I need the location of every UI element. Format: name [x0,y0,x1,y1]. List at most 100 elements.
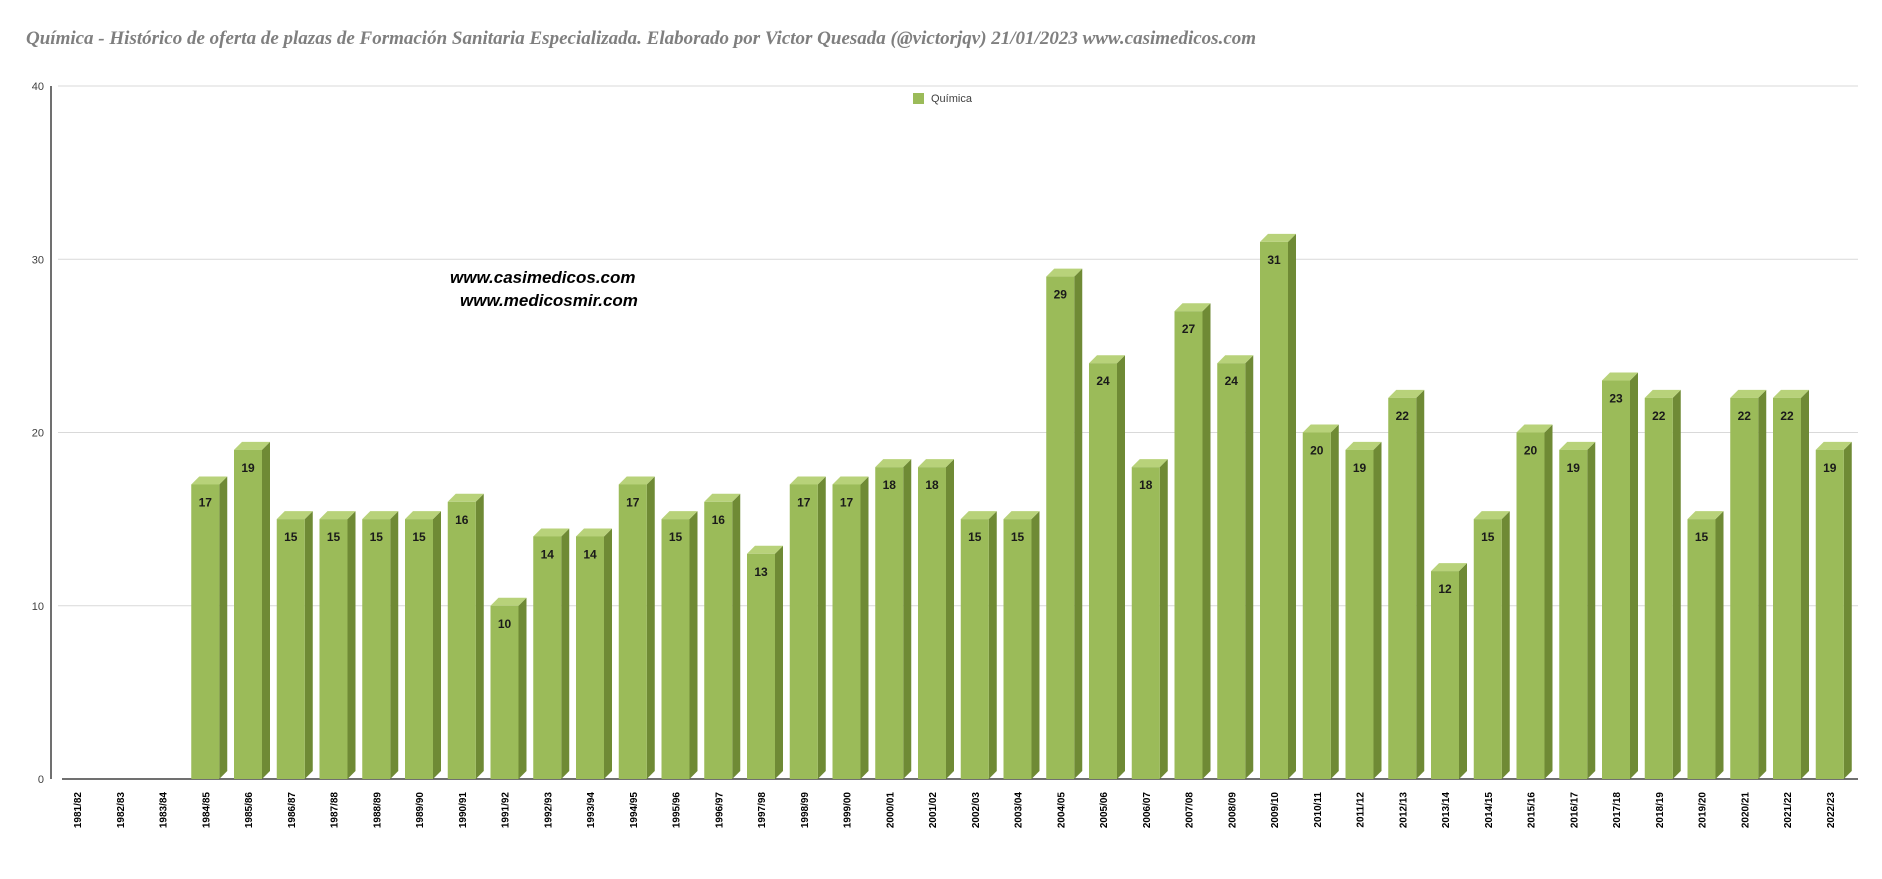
data-label: 17 [840,495,854,509]
x-tick-label: 1989/90 [415,792,426,829]
bar-front [1302,432,1331,779]
bar-front [789,484,818,779]
bar-front [1345,449,1374,779]
bar-top [661,511,698,520]
bar-front [490,605,519,779]
bar-front [234,449,262,779]
x-tick-label: 1983/84 [159,792,170,829]
bar-top [1345,441,1382,450]
bar-top [1687,511,1724,520]
data-label: 19 [1823,461,1837,475]
data-label: 17 [797,495,811,509]
x-tick-label: 1999/00 [843,792,854,829]
bar-side [604,528,612,779]
bar-front [1046,276,1075,779]
bar-front [618,484,647,779]
data-label: 27 [1182,322,1196,336]
x-tick-label: 1982/83 [116,792,127,829]
bar-side [390,511,399,779]
bar-top [1815,441,1852,450]
data-label: 20 [1310,444,1324,458]
bar-top [1644,389,1681,398]
bar-front [1559,449,1588,779]
x-tick-label: 2004/05 [1056,792,1067,829]
bar-top [1046,268,1083,277]
x-tick-label: 2005/06 [1099,792,1110,829]
bar-front [191,484,220,779]
data-label: 22 [1396,409,1410,423]
bar-front [1174,311,1203,779]
x-tick-label: 1981/82 [73,792,84,829]
bar-top [1559,441,1596,450]
x-tick-label: 2016/17 [1569,792,1580,829]
bar-front [1388,397,1417,779]
bar-side [1843,441,1852,779]
bar-side [1416,389,1425,779]
bar-top [1003,511,1040,520]
data-label: 15 [1011,530,1025,544]
x-tick-label: 1993/94 [586,792,597,829]
bar-front [918,467,946,779]
bar-front [832,484,861,779]
bar-front [533,536,562,779]
bar-top [1516,424,1553,433]
bar-side [946,459,954,779]
data-label: 18 [883,478,897,492]
bar-front [362,519,391,779]
bar [789,476,826,779]
bar-side [1202,303,1211,779]
bar-front [1516,432,1545,779]
data-label: 19 [241,461,255,475]
x-tick-label: 2009/10 [1270,792,1281,829]
bar-front [875,467,904,779]
bar-side [646,476,655,779]
data-label: 18 [925,478,939,492]
data-label: 24 [1096,374,1110,388]
bar [405,511,441,779]
x-tick-label: 1987/88 [330,792,341,829]
data-label: 19 [1353,461,1367,475]
data-label: 15 [327,530,341,544]
data-label: 15 [669,530,683,544]
bar [875,459,912,779]
data-label: 22 [1780,409,1794,423]
bar [1003,511,1040,779]
x-tick-label: 2003/04 [1014,792,1025,829]
data-label: 10 [498,617,512,631]
x-tick-label: 2014/15 [1484,792,1495,829]
bar-top [276,511,313,520]
bar-side [518,597,527,779]
bar-front [405,519,433,779]
y-tick-label: 0 [38,774,44,786]
bar-top [1773,389,1809,398]
bar-side [561,528,570,779]
bar-front [1644,397,1673,779]
bar-front [1730,397,1759,779]
bar [747,545,783,779]
bar [918,459,954,779]
bar-side [689,511,698,779]
bar-front [1217,363,1246,779]
data-label: 17 [199,495,213,509]
bar-top [618,476,655,485]
data-label: 15 [1481,530,1495,544]
bar-top [319,511,356,520]
bar-side [1544,424,1553,779]
bar-side [1501,511,1510,779]
bar-front [1431,571,1459,779]
x-tick-label: 2007/08 [1185,792,1196,829]
x-tick-label: 2000/01 [885,792,896,829]
bar-side [475,493,484,779]
bar-top [1089,355,1125,364]
bar [533,528,570,779]
bar-side [1031,511,1040,779]
bar-top [1473,511,1510,520]
bar [1131,459,1168,779]
bar-side [860,476,869,779]
bar-side [1159,459,1168,779]
x-tick-label: 2019/20 [1698,792,1709,829]
bar-front [1815,449,1844,779]
x-tick-label: 2002/03 [971,792,982,829]
bar-front [661,519,690,779]
x-tick-label: 2015/16 [1527,792,1538,829]
